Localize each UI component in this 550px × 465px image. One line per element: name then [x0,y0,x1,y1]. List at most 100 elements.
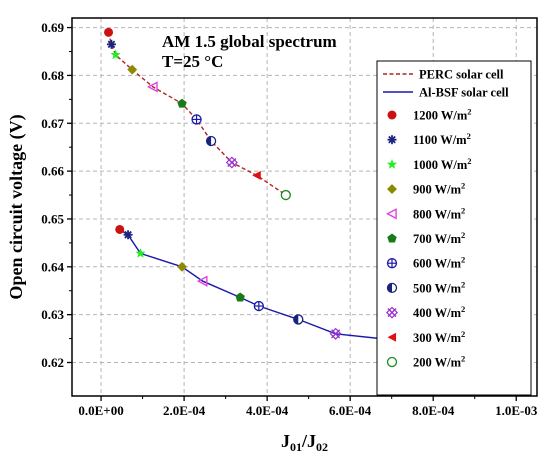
data-point-perc [127,64,138,75]
data-point-perc-shape [127,64,138,75]
x-tick-label: 6.0E-04 [329,403,372,418]
data-point-al-bsf [177,261,187,272]
y-tick-label: 0.66 [41,164,64,179]
x-title-sep: /J [301,431,316,451]
x-tick-label: 4.0E-04 [246,403,289,418]
legend-irradiance-label: 300 W/m2 [413,329,465,345]
legend-marker [386,282,398,294]
data-point-perc [177,98,187,108]
data-point-perc [104,27,114,37]
y-axis-title: Open circuit voltage (V) [6,114,27,299]
legend-irradiance-label: 1200 W/m2 [413,107,472,123]
data-point-perc-shape [252,170,261,180]
data-point-al-bsf-stroke [124,230,132,239]
legend-irradiance-superscript: 2 [461,205,465,215]
data-point-al-bsf-shape [135,248,146,258]
data-point-al-bsf [123,230,133,240]
y-tick-label: 0.62 [41,355,64,370]
legend-marker [387,233,397,243]
legend-marker [387,110,397,120]
data-point-al-bsf [196,275,208,287]
legend-irradiance-value: 300 W/m [413,331,462,345]
legend-irradiance-superscript: 2 [461,230,465,240]
y-tick-label: 0.63 [41,307,64,322]
x-axis-title: J01/J02 [281,431,328,454]
legend-irradiance-superscript: 2 [461,279,465,289]
data-point-perc [191,114,202,125]
legend-irradiance-value: 500 W/m [413,281,462,295]
legend-irradiance-label: 400 W/m2 [413,304,465,320]
legend-marker-fill [387,283,392,293]
legend-marker [387,135,397,145]
legend-line-entries: PERC solar cell Al-BSF solar cell [383,68,509,100]
y-tick-label: 0.69 [41,20,64,35]
legend-marker [386,159,398,169]
legend-irradiance-superscript: 2 [461,255,465,265]
legend-irradiance-label: 1100 W/m2 [413,131,471,147]
legend-marker-shape [387,184,397,195]
data-point-perc-stroke [107,40,116,49]
legend-box [376,60,532,396]
x-tick-label: 1.0E-03 [495,403,538,418]
data-point-al-bsf [135,248,146,258]
x-title-sub2: 02 [316,440,328,454]
y-tick-label: 0.68 [41,68,64,83]
data-point-perc [280,189,291,201]
legend-irradiance-value: 200 W/m [413,356,462,370]
legend-irradiance-superscript: 2 [461,354,465,364]
legend-line-label: PERC solar cell [419,68,504,82]
data-point-al-bsf [293,314,304,325]
legend-marker-stroke [388,135,396,144]
legend-irradiance-value: 900 W/m [413,183,462,197]
legend-irradiance-value: 1000 W/m [413,158,468,172]
legend-irradiance-superscript: 2 [467,131,471,141]
data-point-perc-shape [280,189,291,201]
y-tick-label: 0.65 [41,211,64,226]
legend-marker [385,306,399,319]
legend-irradiance-label: 600 W/m2 [413,255,465,271]
plot-frame [71,17,538,397]
legend-irradiance-value: 1100 W/m [413,133,467,147]
x-tick-label: 2.0E-04 [163,403,206,418]
data-point-perc [110,49,121,60]
x-tick-label: 0.0E+00 [78,403,123,418]
legend-marker [387,184,397,195]
data-point-perc [205,135,217,147]
legend-irradiance-superscript: 2 [461,329,465,339]
data-point-perc [252,170,261,180]
data-point-perc-shape [110,49,121,60]
legend-marker [385,208,397,220]
legend-irradiance-value: 600 W/m [413,257,462,271]
legend-irradiance-label: 1000 W/m2 [413,156,472,172]
data-point-perc-shape [104,27,114,37]
data-point-perc [225,156,238,169]
legend-marker-shape [387,332,397,342]
legend-marker-shape [387,110,397,120]
data-point-perc-shape [177,98,187,108]
legend-marker-shape [386,356,398,368]
x-title-main: J [281,431,290,451]
legend-irradiance-value: 400 W/m [413,306,462,320]
data-point-perc-diamond [225,156,238,169]
data-point-al-bsf [253,300,264,312]
legend: PERC solar cell Al-BSF solar cell 1200 W/… [376,60,532,396]
data-point-perc-shape [146,81,158,93]
legend-irradiance-value: 700 W/m [413,232,462,246]
legend-irradiance-superscript: 2 [461,181,465,191]
x-title-sub1: 01 [290,440,302,454]
data-point-al-bsf-shape [196,275,208,287]
legend-irradiance-superscript: 2 [461,304,465,314]
legend-marker-shape [385,208,397,220]
legend-irradiance-value: 1200 W/m [413,109,468,123]
data-point-al-bsf-fill [293,314,299,324]
legend-irradiance-superscript: 2 [467,107,471,117]
legend-irradiance-label: 800 W/m2 [413,205,465,221]
legend-marker-diamond [385,306,399,319]
legend-marker [386,356,398,368]
annotation-spectrum: AM 1.5 global spectrum [162,32,337,51]
data-point-perc-fill [206,136,212,146]
legend-line-label: Al-BSF solar cell [419,86,509,100]
data-point-al-bsf [115,224,125,234]
legend-irradiance-label: 900 W/m2 [413,181,465,197]
